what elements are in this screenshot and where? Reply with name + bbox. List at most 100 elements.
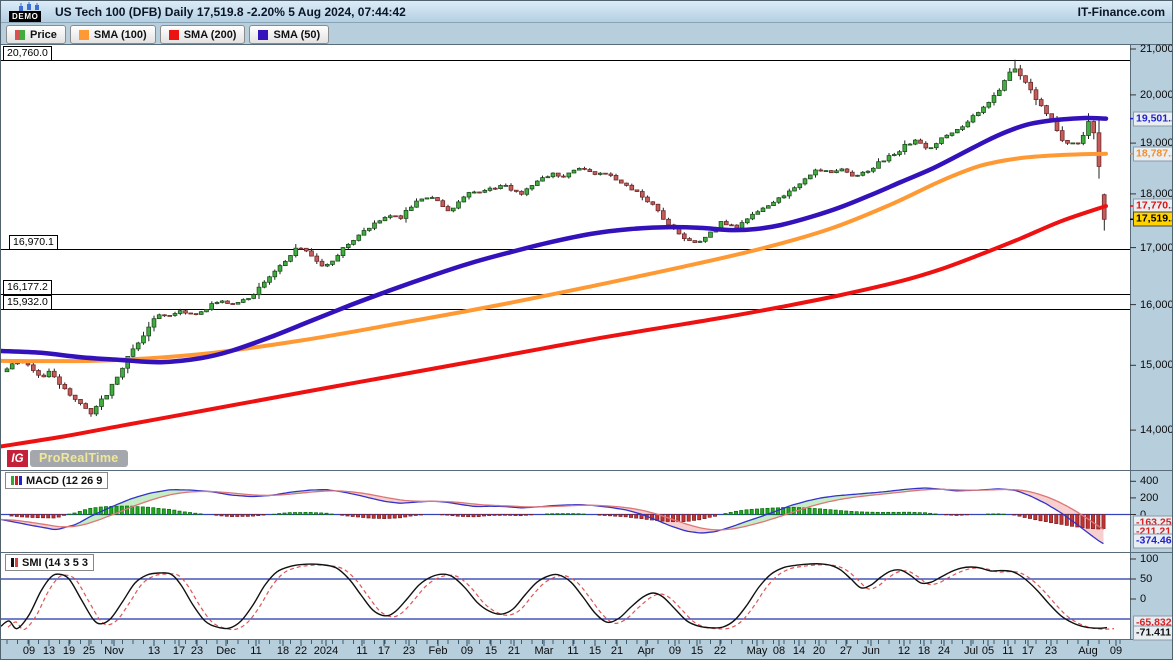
date-ticks — [6, 640, 1121, 646]
date-axis-label: 25 — [82, 645, 96, 657]
price-axis-label: 19,000 — [1140, 137, 1173, 150]
date-axis-label: 23 — [402, 645, 416, 657]
date-axis-label: 12 — [897, 645, 911, 657]
macd-value-tag: -374.46 — [1133, 533, 1172, 548]
macd-layer — [1, 487, 1130, 545]
macd-indicator-label[interactable]: MACD (12 26 9 — [5, 472, 109, 489]
chart-title: US Tech 100 (DFB) Daily 17,519.8 -2.20% … — [55, 5, 406, 19]
date-axis-label: 13 — [147, 645, 161, 657]
level-line-label[interactable]: 16,177.2 — [3, 280, 52, 296]
legend-label: Price — [30, 28, 57, 41]
macd-axis-label: 0 — [1140, 509, 1146, 521]
date-axis-label: 09 — [1109, 645, 1123, 657]
smi-plot-area[interactable] — [1, 553, 1130, 639]
date-axis-label: 18 — [276, 645, 290, 657]
date-axis-label: 09 — [22, 645, 36, 657]
date-axis-label: 11 — [356, 645, 368, 657]
smi-axis-label: 50 — [1140, 573, 1153, 585]
date-axis-label: 11 — [1002, 645, 1014, 657]
panel-separator[interactable] — [1, 552, 1172, 553]
macd-axis-label: 200 — [1140, 491, 1159, 504]
smi-signal-line — [7, 564, 1115, 631]
date-axis-label: 23 — [1044, 645, 1058, 657]
date-axis-label: 09 — [668, 645, 682, 657]
date-axis-label: Jun — [862, 645, 880, 657]
level-line-label[interactable]: 16,970.1 — [9, 235, 58, 251]
macd-line — [1, 487, 1104, 545]
legend-button-sma200[interactable]: SMA (200) — [159, 25, 246, 44]
date-axis-label: 14 — [792, 645, 806, 657]
sma100-swatch-icon — [78, 29, 89, 40]
date-axis-label: 13 — [42, 645, 56, 657]
date-axis-label: 17 — [377, 645, 391, 657]
macd-signal-line — [1, 488, 1104, 531]
date-axis-label: 23 — [190, 645, 204, 657]
smi-value-tag: -71.411 — [1133, 625, 1172, 640]
price-axis-label: 15,000 — [1140, 359, 1173, 372]
sma50-swatch-icon — [258, 29, 269, 40]
level-line-label[interactable]: 15,932.0 — [3, 294, 52, 310]
price-swatch-icon — [15, 29, 25, 40]
sma200-swatch-icon — [168, 29, 179, 40]
date-axis-label: 21 — [610, 645, 624, 657]
price-axis-label: 20,000 — [1140, 88, 1173, 101]
price-tag: 18,787.. — [1133, 146, 1172, 162]
price-plot-area[interactable] — [1, 44, 1130, 470]
date-axis-label: 11 — [567, 645, 579, 657]
panel-separator — [1, 44, 1172, 45]
panel-separator — [1, 639, 1172, 640]
date-axis-label: 18 — [917, 645, 931, 657]
sma200-line[interactable] — [1, 204, 1108, 449]
level-line-label[interactable]: 20,760.0 — [3, 45, 52, 61]
level-lines — [1, 60, 1130, 310]
date-axis-label: Feb — [428, 645, 448, 657]
demo-badge: DEMO — [9, 11, 42, 22]
date-axis-label: 15 — [690, 645, 704, 657]
smi-axis-label: 100 — [1140, 553, 1159, 565]
date-axis-label: 15 — [484, 645, 498, 657]
smi-icon — [11, 558, 18, 567]
date-axis-label: 05 — [981, 645, 995, 657]
sma50-line[interactable] — [1, 115, 1109, 365]
price-axis-label: 14,000 — [1140, 424, 1173, 437]
macd-plot-area[interactable] — [1, 471, 1130, 552]
legend-label: SMA (50) — [273, 28, 321, 41]
panel-separator[interactable] — [1, 470, 1172, 471]
price-axis-label: 21,000 — [1140, 43, 1173, 55]
date-axis-label: 27 — [839, 645, 853, 657]
macd-icon — [11, 476, 22, 485]
date-axis-label: 09 — [460, 645, 474, 657]
price-tag: 19,501.. — [1133, 111, 1172, 127]
price-axis-label: 17,000 — [1140, 241, 1173, 254]
date-axis-label: 15 — [588, 645, 602, 657]
smi-layer — [1, 563, 1130, 631]
sma100-line[interactable] — [1, 151, 1108, 364]
legend-button-price[interactable]: Price — [6, 25, 66, 44]
price-axis-label: 18,000 — [1140, 187, 1173, 200]
ig-logo: IG — [7, 450, 28, 467]
macd-axis-label: 400 — [1140, 475, 1159, 488]
date-axis-label: 11 — [250, 645, 262, 657]
brand-label: IT-Finance.com — [1077, 5, 1165, 19]
prorealtime-watermark: IG ProRealTime — [7, 450, 128, 467]
date-axis-label: Dec — [216, 645, 236, 657]
legend-button-sma100[interactable]: SMA (100) — [69, 25, 156, 44]
smi-label-text: SMI (14 3 5 3 — [22, 556, 89, 569]
date-axis-label: Nov — [104, 645, 124, 657]
date-axis-label: 21 — [507, 645, 521, 657]
prorealtime-logo: ProRealTime — [30, 450, 128, 467]
smi-indicator-label[interactable]: SMI (14 3 5 3 — [5, 554, 95, 571]
legend-button-sma50[interactable]: SMA (50) — [249, 25, 330, 44]
smi-axis-label: 0 — [1140, 593, 1147, 605]
date-axis-label: 17 — [172, 645, 186, 657]
date-axis-label: 20 — [812, 645, 826, 657]
macd-label-text: MACD (12 26 9 — [26, 474, 103, 487]
price-axis-border — [1130, 44, 1131, 640]
date-axis-label: 22 — [294, 645, 308, 657]
date-axis-label: Mar — [534, 645, 554, 657]
legend-label: SMA (200) — [183, 28, 237, 41]
legend-label: SMA (100) — [93, 28, 147, 41]
axis-ticks — [1130, 48, 1136, 600]
legend-bar: Price SMA (100) SMA (200) SMA (50) — [6, 25, 330, 44]
